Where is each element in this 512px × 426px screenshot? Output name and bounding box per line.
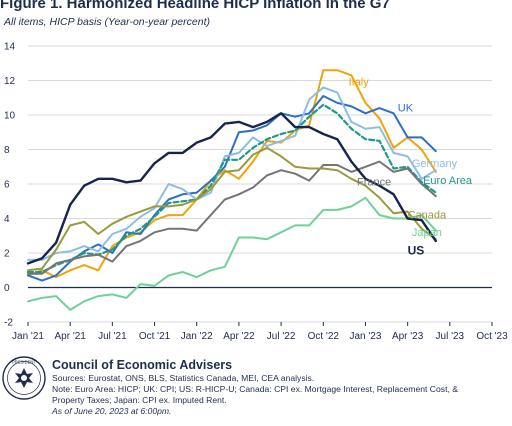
series-line-germany: [27, 86, 437, 261]
x-tick-label: Apr '23: [392, 331, 424, 342]
series-label-germany: Germany: [412, 158, 458, 170]
y-tick-label: 10: [4, 111, 16, 122]
note-line-2: Property Taxes; Japan: CPI ex. Imputed R…: [52, 395, 227, 405]
y-tick-label: 8: [4, 145, 10, 156]
x-tick-label: Oct '23: [476, 331, 508, 342]
sources-note: Sources: Eurostat, ONS, BLS, Statistics …: [52, 373, 315, 383]
series-lines: [26, 69, 437, 311]
y-axis: -2 0 2 4 6 8 10 12 14: [4, 42, 16, 329]
chart-title: Figure 1. Harmonized Headline HICP Infla…: [0, 0, 390, 12]
x-tick-label: Jul '21: [98, 331, 127, 342]
x-tick-label: Jul '23: [436, 331, 465, 342]
chart-subtitle: All items, HICP basis (Year-on-year perc…: [3, 16, 210, 28]
cea-seal-icon: PRESIDENT: [2, 356, 46, 400]
series-line-uk: [27, 95, 437, 282]
series-line-japan: [27, 196, 437, 311]
x-tick-label: Jan '21: [12, 331, 44, 342]
y-tick-label: -2: [4, 318, 13, 329]
x-tick-label: Jul '22: [267, 331, 296, 342]
y-tick-label: 12: [4, 76, 16, 87]
x-tick-label: Oct '22: [308, 331, 340, 342]
note-line-1: Note: Euro Area: HICP; UK: CPI; US: R-HI…: [52, 384, 458, 394]
x-axis: Jan '21 Apr '21 Jul '21 Oct '21 Jan '22 Apr '…: [12, 286, 508, 342]
seal-label: PRESIDENT: [12, 359, 36, 364]
y-tick-label: 2: [4, 249, 10, 260]
series-label-uk: UK: [398, 103, 414, 115]
series-line-italy: [27, 69, 437, 279]
y-tick-label: 4: [4, 214, 10, 225]
footer: PRESIDENT Council of Economic Advisers S…: [0, 352, 512, 426]
series-label-canada: Canada: [408, 210, 447, 222]
chart: Figure 1. Harmonized Headline HICP Infla…: [0, 0, 508, 342]
series-line-france: [27, 160, 437, 275]
series-line-us: [26, 112, 437, 265]
x-tick-label: Jan '22: [181, 331, 213, 342]
organization-name: Council of Economic Advisers: [52, 358, 233, 372]
series-labels: Italy UK Germany Euro Area France Canada Japan…: [349, 77, 473, 258]
y-tick-label: 14: [4, 42, 16, 53]
series-line-canada: [27, 146, 437, 272]
y-tick-label: 0: [4, 283, 10, 294]
series-label-us: US: [408, 244, 425, 258]
x-tick-label: Apr '21: [54, 331, 86, 342]
series-label-euro-area: Euro Area: [423, 175, 473, 187]
series-label-france: France: [357, 177, 391, 189]
x-tick-label: Oct '21: [139, 331, 171, 342]
y-tick-label: 6: [4, 180, 10, 191]
as-of-date: As of June 20, 2023 at 6:00pm.: [52, 406, 172, 416]
series-label-italy: Italy: [349, 77, 370, 89]
x-tick-label: Jan '23: [349, 331, 381, 342]
x-tick-label: Apr '22: [223, 331, 255, 342]
series-label-japan: Japan: [412, 227, 442, 239]
